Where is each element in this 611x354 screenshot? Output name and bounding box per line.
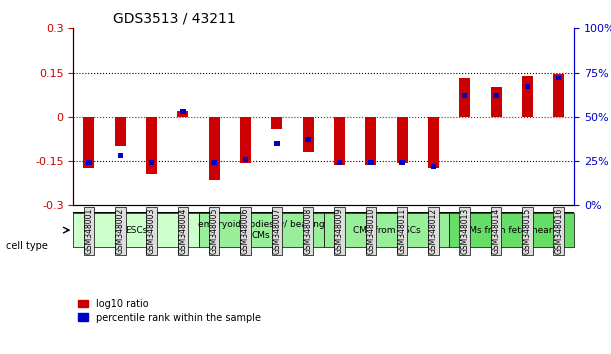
Text: CMs from ESCs: CMs from ESCs <box>353 225 420 235</box>
Bar <box>462 93 467 98</box>
Bar <box>491 87 502 117</box>
Text: cell type: cell type <box>6 241 48 251</box>
FancyBboxPatch shape <box>199 213 324 247</box>
Text: embryoid bodies w/ beating
CMs: embryoid bodies w/ beating CMs <box>198 221 324 240</box>
Text: GSM348014: GSM348014 <box>492 208 500 254</box>
Text: GSM348016: GSM348016 <box>554 208 563 254</box>
Text: GSM348005: GSM348005 <box>210 208 219 254</box>
Text: GSM348004: GSM348004 <box>178 208 188 254</box>
Text: GSM348002: GSM348002 <box>116 208 125 254</box>
Bar <box>525 84 530 89</box>
Bar <box>556 75 562 80</box>
Bar <box>334 117 345 166</box>
Bar <box>522 75 533 117</box>
Text: GSM348009: GSM348009 <box>335 208 344 254</box>
Text: GSM348006: GSM348006 <box>241 208 250 254</box>
Bar <box>180 109 186 114</box>
Bar <box>400 160 405 165</box>
Text: GSM348010: GSM348010 <box>367 208 375 254</box>
Bar <box>302 117 313 152</box>
Text: CMs from fetal hearts: CMs from fetal hearts <box>463 225 560 235</box>
Bar <box>86 160 92 165</box>
Bar <box>149 160 155 165</box>
FancyBboxPatch shape <box>73 213 199 247</box>
Bar <box>306 137 311 142</box>
Bar <box>211 160 217 165</box>
Bar <box>431 164 436 169</box>
Bar <box>240 117 251 162</box>
Bar <box>209 117 220 180</box>
FancyBboxPatch shape <box>324 213 449 247</box>
Bar <box>243 157 248 162</box>
FancyBboxPatch shape <box>449 213 574 247</box>
Text: GSM348011: GSM348011 <box>398 208 406 254</box>
Legend: log10 ratio, percentile rank within the sample: log10 ratio, percentile rank within the … <box>78 299 261 322</box>
Bar <box>177 111 188 117</box>
Bar <box>459 79 470 117</box>
Bar <box>428 117 439 169</box>
Text: GSM348003: GSM348003 <box>147 208 156 254</box>
Text: GSM348015: GSM348015 <box>523 208 532 254</box>
Bar <box>553 74 564 117</box>
Bar <box>337 160 342 165</box>
Text: GSM348008: GSM348008 <box>304 208 313 254</box>
Text: GSM348013: GSM348013 <box>460 208 469 254</box>
Bar <box>368 160 373 165</box>
Bar <box>84 117 95 169</box>
Bar <box>115 117 126 146</box>
Bar <box>117 153 123 158</box>
Bar <box>274 141 280 146</box>
Text: GSM348012: GSM348012 <box>429 208 438 254</box>
Bar <box>493 93 499 98</box>
Text: GSM348007: GSM348007 <box>273 208 281 254</box>
Text: GSM348001: GSM348001 <box>84 208 93 254</box>
Text: GDS3513 / 43211: GDS3513 / 43211 <box>114 12 236 26</box>
Bar <box>365 117 376 166</box>
Bar <box>271 117 282 129</box>
Bar <box>397 117 408 162</box>
Text: ESCs: ESCs <box>125 225 147 235</box>
Bar <box>146 117 157 175</box>
